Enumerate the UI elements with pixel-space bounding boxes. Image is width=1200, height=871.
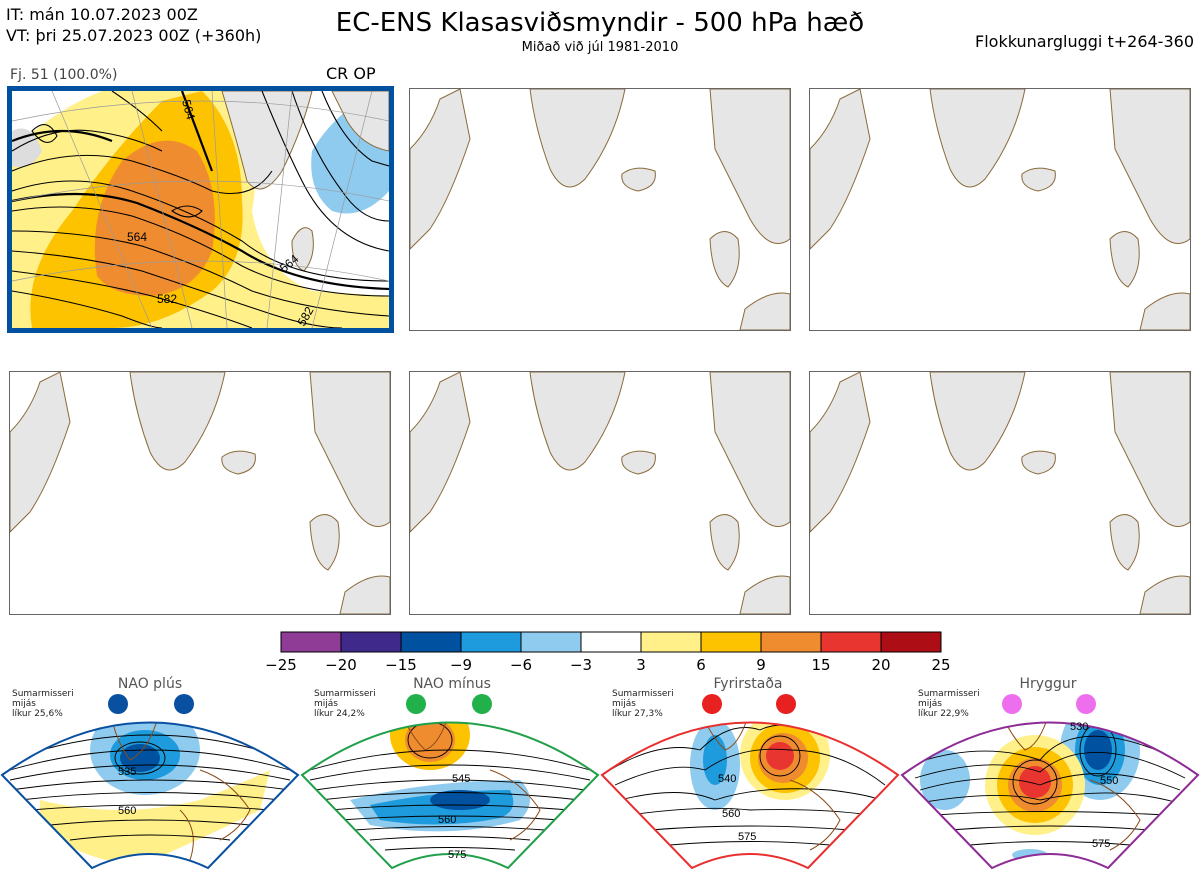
valid-time: VT: þri 25.07.2023 00Z (+360h): [6, 26, 262, 45]
regime-title: NAO plús: [117, 676, 183, 692]
fan-contour-label: 540: [718, 773, 736, 785]
regime-note: Sumarmisseri mijás líkur 27,3%: [612, 689, 674, 719]
regime-dot: [702, 694, 722, 714]
regime-note: Sumarmisseri mijás líkur 24,2%: [314, 689, 376, 719]
empty-map: [410, 372, 790, 614]
fan-nao-minus: [309, 722, 591, 851]
fan-contour-label: 535: [118, 766, 136, 778]
fan-contour-label: 575: [1092, 838, 1110, 850]
empty-map: [810, 89, 1190, 330]
contour-label: 564: [127, 230, 147, 244]
empty-map: [410, 89, 790, 330]
regime-fans: 535 560 545 560 575: [0, 694, 1200, 870]
colorbar-tick-label: −6: [509, 656, 533, 674]
fan-contour-label: 550: [1100, 775, 1118, 787]
regime-title: Hryggur: [1019, 676, 1077, 692]
initial-time: IT: mán 10.07.2023 00Z: [6, 5, 198, 24]
cluster-map-panel[interactable]: 564 564 582 564 582: [7, 86, 394, 333]
colorbar-swatch: [580, 631, 642, 653]
cluster-map-panel-empty[interactable]: [809, 88, 1191, 331]
fan-contour-label: 560: [438, 814, 456, 826]
cluster-map-panel-empty[interactable]: [9, 371, 391, 615]
fan-contour-label: 575: [448, 849, 466, 861]
regime-dot: [1076, 694, 1096, 714]
cluster-label: Fj. 51 (100.0%): [10, 67, 118, 83]
colorbar-swatch: [760, 631, 822, 653]
fan-contour-label: 560: [118, 805, 136, 817]
colorbar-tick-label: 3: [636, 656, 646, 674]
fan-contour-label: 545: [452, 773, 470, 785]
colorbar-swatch: [460, 631, 522, 653]
regime-note: Sumarmisseri mijás líkur 22,9%: [918, 689, 980, 719]
colorbar-tick-label: 6: [696, 656, 706, 674]
regime-title: NAO mínus: [413, 676, 491, 692]
colorbar: [280, 631, 942, 653]
empty-map: [810, 372, 1190, 614]
colorbar-tick-label: −15: [385, 656, 417, 674]
colorbar-swatch: [640, 631, 702, 653]
regime-dot: [108, 694, 128, 714]
regime-title: Fyrirstaða: [713, 676, 783, 692]
colorbar-swatch: [880, 631, 942, 653]
colorbar-tick-label: −9: [449, 656, 473, 674]
colorbar-swatch: [700, 631, 762, 653]
regime-dot: [406, 694, 426, 714]
colorbar-swatch: [340, 631, 402, 653]
colorbar-tick-label: 20: [871, 656, 891, 674]
fan-contour-label: 575: [738, 831, 756, 843]
contour-label: 564: [179, 98, 198, 121]
fan-contour-label: 560: [722, 808, 740, 820]
cluster-map-panel-empty[interactable]: [409, 88, 791, 331]
page-subtitle: Miðað við júl 1981-2010: [521, 40, 679, 55]
fan-contour-label: 530: [1070, 721, 1088, 733]
colorbar-tick-label: −25: [265, 656, 297, 674]
colorbar-swatch: [820, 631, 882, 653]
colorbar-tick-label: 15: [811, 656, 831, 674]
regime-dot: [472, 694, 492, 714]
contour-label: 582: [157, 292, 177, 306]
colorbar-swatch: [400, 631, 462, 653]
classification-window: Flokkunargluggi t+264-360: [975, 32, 1194, 51]
cluster-map-panel-empty[interactable]: [409, 371, 791, 615]
cluster-map-panel-empty[interactable]: [809, 371, 1191, 615]
fan-nao-plus: [9, 722, 291, 865]
colorbar-tick-label: 25: [931, 656, 951, 674]
regime-label: CR OP: [326, 64, 376, 83]
empty-map: [10, 372, 390, 614]
colorbar-tick-label: 9: [756, 656, 766, 674]
colorbar-tick-label: −20: [325, 656, 357, 674]
regime-dot: [776, 694, 796, 714]
page-title: EC-ENS Klasasviðsmyndir - 500 hPa hæð: [335, 8, 865, 38]
regime-dot: [1002, 694, 1022, 714]
regime-note: Sumarmisseri mijás líkur 25,6%: [12, 689, 74, 719]
cluster-map: 564 564 582 564 582: [12, 91, 389, 328]
regime-dot: [174, 694, 194, 714]
header-times: IT: mán 10.07.2023 00Z VT: þri 25.07.202…: [6, 4, 261, 46]
fan-blocking: [609, 722, 891, 851]
colorbar-tick-label: −3: [569, 656, 593, 674]
colorbar-swatch: [280, 631, 342, 653]
colorbar-swatch: [520, 631, 582, 653]
fan-ridge: [909, 722, 1191, 861]
